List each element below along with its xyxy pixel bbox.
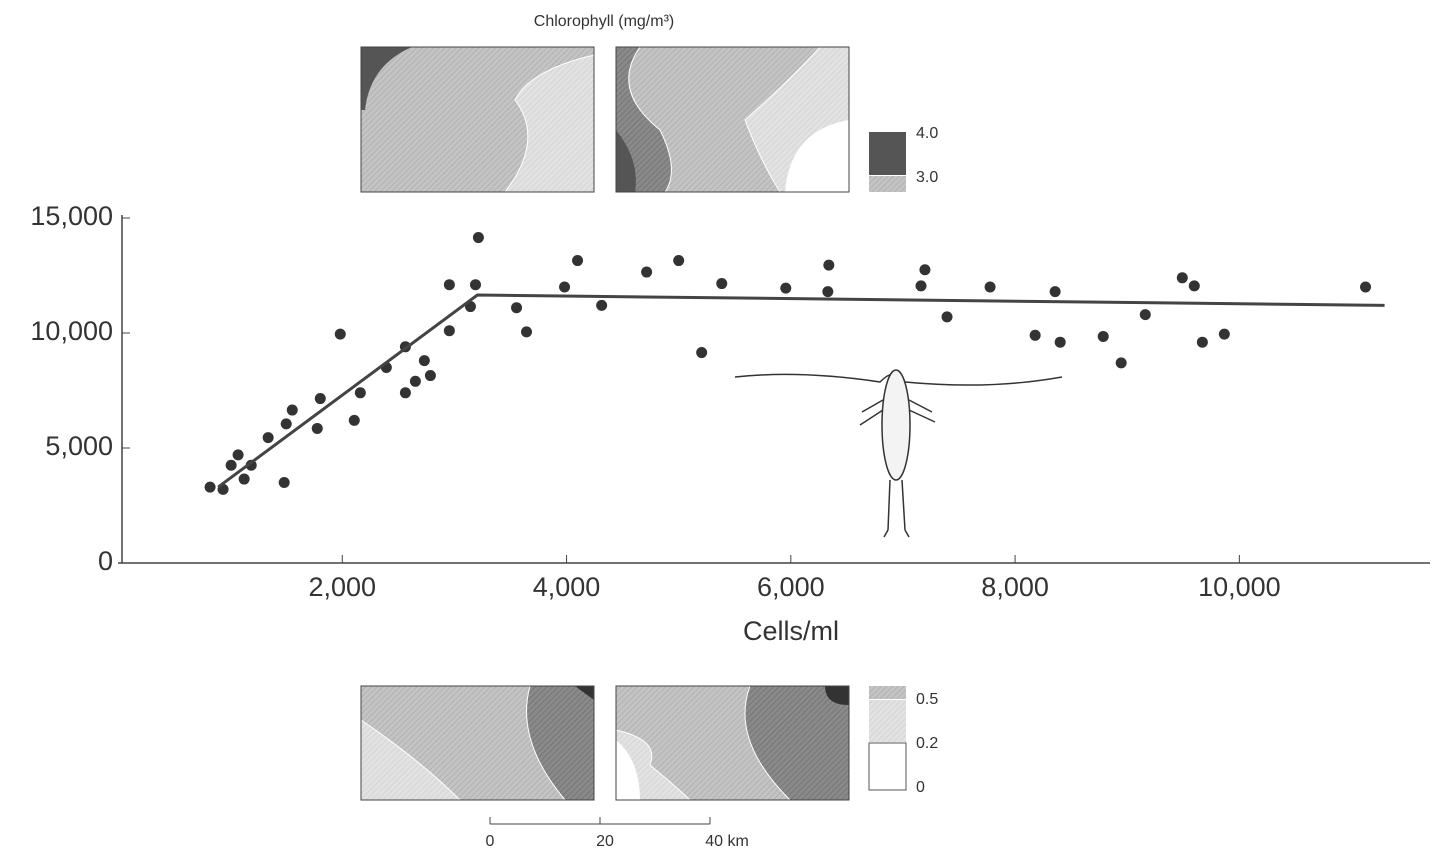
- map-bottom-right: [615, 685, 850, 801]
- legend-swatch: [869, 686, 906, 699]
- y-tick-label: 15,000: [30, 201, 113, 231]
- data-point: [418, 355, 430, 367]
- data-point: [596, 299, 608, 311]
- scale-label: 20: [596, 833, 614, 850]
- data-point: [286, 404, 298, 416]
- data-point: [1029, 329, 1041, 341]
- data-point: [919, 264, 931, 276]
- data-point: [823, 259, 835, 271]
- data-point: [314, 393, 326, 405]
- legend-label: 4.0: [916, 125, 938, 142]
- data-point: [1139, 309, 1151, 321]
- data-point: [1049, 286, 1061, 298]
- data-point: [984, 281, 996, 293]
- scale-bar: [489, 817, 711, 825]
- x-tick-label: 8,000: [981, 572, 1049, 602]
- data-point: [443, 325, 455, 337]
- x-tick-label: 4,000: [533, 572, 601, 602]
- data-point: [311, 422, 323, 434]
- y-tick-label: 5,000: [45, 431, 113, 461]
- map-top-right: [615, 46, 850, 193]
- data-point: [334, 328, 346, 340]
- data-point: [409, 375, 421, 387]
- legend-label: 0.2: [916, 735, 938, 752]
- copepod-illustration: [734, 369, 1063, 538]
- data-point: [469, 279, 481, 291]
- legend-label: 0: [916, 779, 925, 796]
- data-point: [1218, 328, 1230, 340]
- data-point: [696, 347, 708, 359]
- data-point: [915, 280, 927, 292]
- map-top-left: [360, 46, 595, 193]
- x-tick-label: 10,000: [1198, 572, 1281, 602]
- x-axis-label: Cells/ml: [743, 616, 839, 646]
- y-tick-label: 10,000: [30, 316, 113, 346]
- x-tick-label: 6,000: [757, 572, 825, 602]
- data-point: [278, 477, 290, 488]
- legend-label: 3.0: [916, 169, 938, 186]
- data-point: [780, 282, 792, 294]
- data-point: [641, 266, 653, 278]
- y-tick-label: 0: [98, 546, 113, 576]
- scale-label: 40 km: [705, 833, 749, 850]
- data-point: [1188, 280, 1200, 292]
- map-bottom-left: [360, 685, 595, 801]
- data-point: [521, 326, 533, 338]
- data-point: [1176, 272, 1188, 284]
- data-point: [262, 432, 274, 444]
- data-point: [399, 387, 411, 399]
- data-point: [822, 286, 834, 298]
- data-point: [354, 387, 366, 399]
- data-point: [572, 255, 584, 267]
- data-point: [232, 449, 244, 461]
- data-point: [245, 459, 257, 471]
- data-point: [424, 370, 436, 382]
- legend-swatch: [868, 742, 907, 791]
- fit-line: [217, 293, 1385, 489]
- data-point: [238, 473, 250, 485]
- data-point: [1054, 336, 1066, 348]
- legend-swatch: [869, 132, 906, 175]
- data-point: [1196, 336, 1208, 348]
- data-point: [941, 311, 953, 323]
- data-point: [225, 459, 237, 471]
- x-tick-label: 2,000: [308, 572, 376, 602]
- data-point: [511, 302, 523, 314]
- data-point: [559, 281, 571, 293]
- legend-swatch: [869, 176, 906, 192]
- legend-swatch: [869, 700, 906, 742]
- legend-label: 0.5: [916, 691, 938, 708]
- data-point: [472, 232, 484, 244]
- data-point: [348, 414, 360, 426]
- data-point: [673, 255, 685, 267]
- data-point: [1097, 330, 1109, 342]
- data-point: [1115, 357, 1127, 369]
- data-point: [716, 278, 728, 290]
- map-title: Chlorophyll (mg/m³): [534, 13, 674, 30]
- scale-label: 0: [486, 833, 495, 850]
- data-point: [1360, 281, 1372, 293]
- data-point: [443, 279, 455, 291]
- data-point: [204, 481, 216, 493]
- data-point: [280, 418, 292, 430]
